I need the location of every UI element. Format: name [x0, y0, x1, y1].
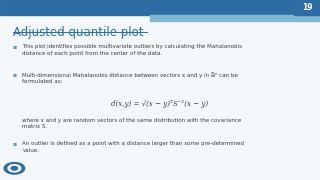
Bar	[0, 0, 320, 15]
Circle shape	[4, 163, 25, 174]
Text: ▪: ▪	[13, 44, 17, 49]
Text: Adjusted quantile plot: Adjusted quantile plot	[13, 26, 143, 39]
Point	[145, 30, 149, 33]
Circle shape	[11, 166, 18, 170]
Text: 19: 19	[302, 3, 312, 12]
Bar	[294, 0, 320, 15]
Point	[11, 30, 15, 33]
Text: ▪: ▪	[13, 72, 17, 77]
Text: d(x,y) = √(x − y)ᵀS⁻¹(x − y): d(x,y) = √(x − y)ᵀS⁻¹(x − y)	[111, 100, 209, 108]
Bar	[150, 15, 320, 21]
Circle shape	[8, 165, 21, 172]
Text: An outlier is defined as a point with a distance larger than some pre-determined: An outlier is defined as a point with a …	[22, 141, 244, 153]
Text: ▪: ▪	[13, 141, 17, 146]
Text: This plot identifies possible multivariate outliers by calculating the Mahalanob: This plot identifies possible multivaria…	[22, 44, 243, 56]
Text: Multi-dimensional Mahalanobis distance between vectors x and y in ℝⁿ can be
form: Multi-dimensional Mahalanobis distance b…	[22, 72, 238, 84]
Text: where x and y are random vectors of the same distribution with the covariance
ma: where x and y are random vectors of the …	[22, 118, 242, 129]
